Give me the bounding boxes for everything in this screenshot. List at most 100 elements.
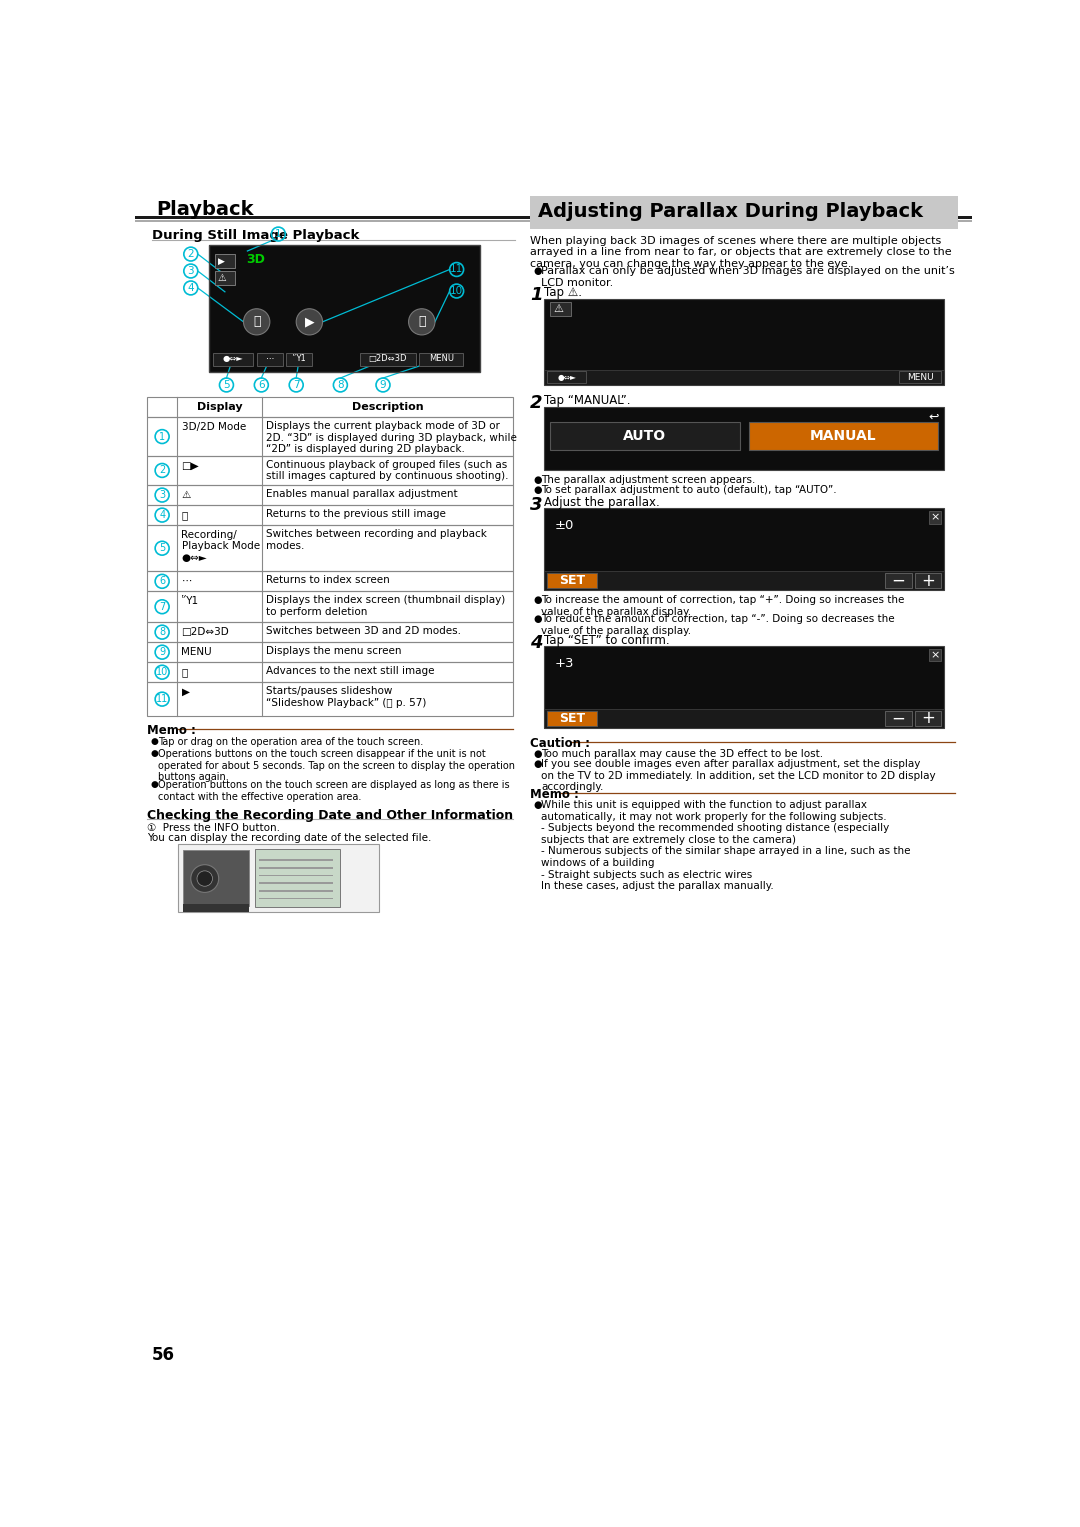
Text: 11: 11	[450, 264, 463, 275]
Text: ●⇔►: ●⇔►	[557, 373, 576, 382]
Text: AUTO: AUTO	[623, 429, 666, 443]
Text: Switches between recording and playback
modes.: Switches between recording and playback …	[266, 528, 487, 551]
Text: Continuous playback of grouped files (such as
still images captured by continuou: Continuous playback of grouped files (su…	[266, 460, 509, 481]
Text: Ὕ1: Ὕ1	[181, 596, 199, 606]
Bar	[548, 710, 597, 727]
Text: MENU: MENU	[429, 354, 454, 363]
Text: Returns to index screen: Returns to index screen	[266, 576, 390, 585]
Bar	[213, 353, 253, 366]
Text: ↩: ↩	[928, 411, 939, 425]
Text: ●: ●	[534, 750, 542, 759]
Text: 56: 56	[152, 1345, 175, 1364]
Bar	[215, 253, 235, 267]
Text: 3: 3	[188, 266, 194, 276]
Bar	[548, 573, 597, 588]
Text: ⚠: ⚠	[554, 304, 564, 313]
Text: ●: ●	[534, 614, 542, 625]
Text: Parallax can only be adjusted when 3D images are displayed on the unit’s
LCD mon: Parallax can only be adjusted when 3D im…	[541, 266, 955, 289]
Bar	[544, 709, 944, 728]
Text: □▶: □▶	[181, 461, 199, 470]
Bar	[135, 220, 972, 221]
Bar	[419, 353, 463, 366]
Text: Recording/
Playback Mode
●⇔►: Recording/ Playback Mode ●⇔►	[181, 530, 259, 563]
Text: 9: 9	[159, 647, 165, 657]
Text: ●: ●	[150, 750, 159, 759]
Text: MENU: MENU	[907, 373, 933, 382]
Text: Returns to the previous still image: Returns to the previous still image	[266, 508, 446, 519]
Text: Operation buttons on the touch screen are displayed as long as there is
contact : Operation buttons on the touch screen ar…	[159, 780, 510, 802]
Text: Advances to the next still image: Advances to the next still image	[266, 666, 434, 676]
Text: 3: 3	[159, 490, 165, 499]
Bar	[886, 710, 912, 727]
Bar	[147, 457, 513, 486]
Text: Caution :: Caution :	[530, 738, 591, 750]
Bar	[147, 505, 513, 525]
Text: ±0: ±0	[555, 519, 575, 531]
Text: 10: 10	[156, 667, 168, 676]
Text: +: +	[921, 571, 935, 589]
Text: Operations buttons on the touch screen disappear if the unit is not
operated for: Operations buttons on the touch screen d…	[159, 750, 515, 782]
Bar	[135, 215, 972, 218]
Text: ●: ●	[150, 738, 159, 745]
Text: MANUAL: MANUAL	[810, 429, 877, 443]
Bar	[147, 417, 513, 457]
Bar	[259, 867, 333, 869]
Text: Displays the current playback mode of 3D or
2D. “3D” is displayed during 3D play: Displays the current playback mode of 3D…	[266, 421, 517, 455]
Text: ●: ●	[534, 800, 542, 809]
Text: During Still Image Playback: During Still Image Playback	[152, 229, 360, 243]
Text: 5: 5	[224, 380, 230, 389]
Text: MENU: MENU	[181, 647, 212, 657]
Text: −: −	[891, 571, 905, 589]
Bar	[360, 353, 416, 366]
Text: Displays the menu screen: Displays the menu screen	[266, 646, 402, 657]
Bar	[147, 591, 513, 621]
Text: Displays the index screen (thumbnail display)
to perform deletion: Displays the index screen (thumbnail dis…	[266, 596, 505, 617]
Text: 4: 4	[188, 282, 194, 293]
Text: Ὕ1: Ὕ1	[293, 354, 306, 363]
Bar	[147, 663, 513, 683]
Text: 3D: 3D	[246, 252, 265, 266]
Text: 11: 11	[156, 695, 168, 704]
Text: 1: 1	[530, 287, 543, 304]
Text: 4: 4	[159, 510, 165, 521]
Circle shape	[191, 864, 218, 892]
Bar	[259, 883, 333, 884]
Text: ●: ●	[534, 759, 542, 770]
Text: 2: 2	[159, 466, 165, 475]
Text: ●: ●	[534, 266, 542, 276]
Text: ●⇔►: ●⇔►	[222, 354, 243, 363]
Text: 10: 10	[450, 286, 463, 296]
Bar	[259, 875, 333, 876]
Text: 7: 7	[293, 380, 299, 389]
Circle shape	[243, 308, 270, 334]
Text: 3D/2D Mode: 3D/2D Mode	[181, 421, 246, 432]
Text: □2D⇔3D: □2D⇔3D	[368, 354, 407, 363]
Bar	[544, 406, 944, 470]
Text: Adjust the parallax.: Adjust the parallax.	[544, 496, 660, 508]
Text: The parallax adjustment screen appears.: The parallax adjustment screen appears.	[541, 475, 756, 486]
Text: 9: 9	[380, 380, 387, 389]
Bar	[544, 370, 944, 385]
Text: If you see double images even after parallax adjustment, set the display
on the : If you see double images even after para…	[541, 759, 935, 793]
Bar	[929, 649, 941, 661]
Text: 4: 4	[530, 634, 543, 652]
Text: 8: 8	[159, 628, 165, 637]
Bar	[147, 621, 513, 643]
Text: ①  Press the INFO button.: ① Press the INFO button.	[147, 823, 281, 834]
Text: Enables manual parallax adjustment: Enables manual parallax adjustment	[266, 489, 458, 499]
Text: ●: ●	[150, 780, 159, 789]
Text: Starts/pauses slideshow
“Slideshow Playback” (⬵ p. 57): Starts/pauses slideshow “Slideshow Playb…	[266, 686, 427, 707]
Text: ⏮: ⏮	[181, 510, 188, 519]
Text: SET: SET	[559, 712, 585, 725]
Bar	[147, 643, 513, 663]
Bar	[259, 898, 333, 899]
Text: Too much parallax may cause the 3D effect to be lost.: Too much parallax may cause the 3D effec…	[541, 750, 823, 759]
Text: ●: ●	[534, 486, 542, 495]
Text: ⏭: ⏭	[181, 667, 188, 676]
Text: 7: 7	[159, 602, 165, 612]
Bar	[551, 421, 740, 449]
Text: Playback: Playback	[157, 200, 254, 220]
Bar	[147, 397, 513, 417]
Bar	[147, 525, 513, 571]
Text: Tap or drag on the operation area of the touch screen.: Tap or drag on the operation area of the…	[159, 738, 423, 747]
